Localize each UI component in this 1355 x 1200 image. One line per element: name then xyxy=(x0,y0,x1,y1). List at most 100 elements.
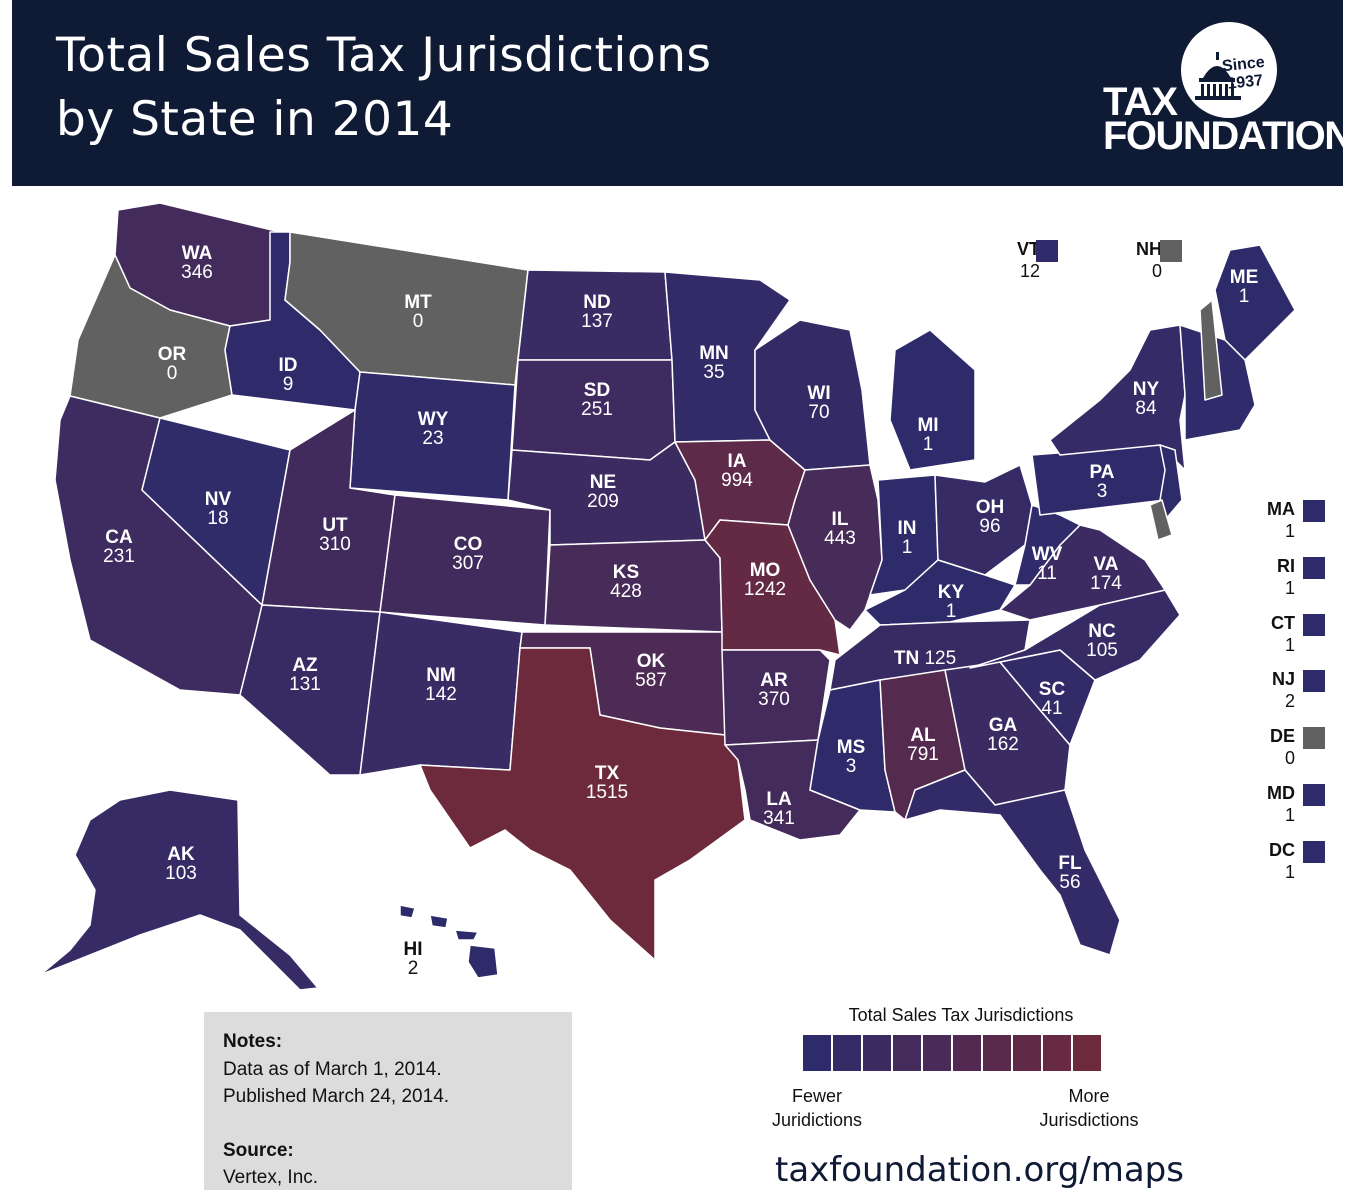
label-abbr: KS xyxy=(612,562,640,583)
legend-title: Total Sales Tax Jurisdictions xyxy=(848,1005,1074,1025)
label-abbr: OK xyxy=(636,651,666,672)
legend-more-line-2: Jurisdictions xyxy=(1039,1110,1139,1130)
label-value: 428 xyxy=(610,581,642,602)
label-ak: AK 103 xyxy=(165,845,197,883)
small-state-swatch xyxy=(1160,240,1182,262)
label-tx: TX 1515 xyxy=(586,764,628,802)
state-wv xyxy=(1014,504,1081,586)
label-value: 251 xyxy=(581,399,613,420)
label-abbr: IA xyxy=(727,451,747,472)
small-state-abbr: DC xyxy=(1269,840,1295,860)
label-value: 994 xyxy=(721,470,753,491)
label-il: IL 443 xyxy=(824,510,856,548)
label-value: 84 xyxy=(1135,398,1157,419)
legend-fewer-label: Fewer Juridictions xyxy=(762,1084,872,1132)
label-abbr: AK xyxy=(167,844,195,865)
label-abbr: AR xyxy=(760,670,788,691)
small-state-de: DE 0 xyxy=(1235,725,1295,769)
label-nc: NC 105 xyxy=(1086,622,1118,660)
small-state-swatch xyxy=(1303,557,1325,579)
label-value: 3 xyxy=(845,756,857,777)
notes-line-2: Published March 24, 2014. xyxy=(223,1086,450,1107)
label-value: 125 xyxy=(919,648,957,669)
map-title: Total Sales Tax Jurisdictions by State i… xyxy=(56,24,712,152)
label-va: VA 174 xyxy=(1090,555,1122,593)
label-abbr: OR xyxy=(157,344,187,365)
label-value: 105 xyxy=(1086,640,1118,661)
legend-more-label: More Jurisdictions xyxy=(1025,1084,1153,1132)
label-value: 1 xyxy=(945,601,957,622)
small-state-abbr: DE xyxy=(1269,726,1295,746)
state-hi2 xyxy=(429,914,449,929)
small-state-value: 1 xyxy=(1284,805,1295,825)
tax-foundation-logo: Since 1937 TAX FOUNDATION xyxy=(1063,20,1353,170)
label-value: 56 xyxy=(1059,872,1081,893)
label-value: 70 xyxy=(808,402,830,423)
label-value: 370 xyxy=(758,689,790,710)
notes-line-1: Data as of March 1, 2014. xyxy=(223,1059,442,1080)
label-value: 2 xyxy=(407,958,419,979)
label-id: ID 9 xyxy=(279,356,298,394)
label-abbr: CA xyxy=(105,527,133,548)
logo-tax: TAX xyxy=(1103,80,1178,124)
state-de xyxy=(1149,499,1173,541)
label-abbr: TN xyxy=(893,648,920,669)
label-mi: MI 1 xyxy=(917,416,938,454)
small-state-value: 12 xyxy=(1019,261,1040,281)
label-abbr: WY xyxy=(417,409,449,430)
label-abbr: MS xyxy=(836,737,866,758)
label-value: 791 xyxy=(907,744,939,765)
small-state-dc: DC 1 xyxy=(1235,839,1295,883)
label-abbr: MO xyxy=(749,560,781,581)
legend-step xyxy=(1073,1035,1103,1071)
small-state-swatch xyxy=(1036,240,1058,262)
small-state-vt: VT 12 xyxy=(980,238,1040,282)
legend-step xyxy=(893,1035,923,1071)
label-abbr: NY xyxy=(1132,379,1160,400)
label-value: 341 xyxy=(763,808,795,829)
state-fl xyxy=(904,769,1121,956)
label-abbr: TX xyxy=(594,763,620,784)
label-abbr: IL xyxy=(831,509,849,530)
label-abbr: ND xyxy=(583,292,611,313)
source-url-link[interactable]: taxfoundation.org/maps xyxy=(775,1150,1184,1190)
label-value: 96 xyxy=(979,516,1001,537)
label-abbr: SD xyxy=(583,380,611,401)
label-value: 131 xyxy=(289,674,321,695)
label-sd: SD 251 xyxy=(581,381,613,419)
legend-step xyxy=(1043,1035,1073,1071)
legend-step xyxy=(983,1035,1013,1071)
legend-step xyxy=(1013,1035,1043,1071)
label-oh: OH 96 xyxy=(976,498,1005,536)
small-state-abbr: MA xyxy=(1267,499,1295,519)
label-value: 162 xyxy=(987,734,1019,755)
logo-foundation: FOUNDATION xyxy=(1103,114,1353,158)
label-abbr: ID xyxy=(278,355,298,376)
label-abbr: FL xyxy=(1058,853,1082,874)
state-ar xyxy=(721,649,831,746)
small-state-nj: NJ 2 xyxy=(1235,668,1295,712)
label-abbr: MT xyxy=(404,292,432,313)
state-hi1 xyxy=(399,904,416,919)
label-abbr: VA xyxy=(1093,554,1119,575)
legend-fewer-line-1: Fewer xyxy=(791,1086,842,1106)
label-abbr: KY xyxy=(937,582,965,603)
label-abbr: NC xyxy=(1088,621,1116,642)
label-abbr: WA xyxy=(181,243,213,264)
small-state-abbr: CT xyxy=(1271,613,1295,633)
label-abbr: MI xyxy=(917,415,939,436)
label-mt: MT 0 xyxy=(404,293,431,331)
legend-fewer-line-2: Juridictions xyxy=(771,1110,863,1130)
label-ny: NY 84 xyxy=(1133,380,1159,418)
label-wy: WY 23 xyxy=(418,410,449,448)
small-state-swatch xyxy=(1303,614,1325,636)
label-ky: KY 1 xyxy=(938,583,964,621)
label-value: 11 xyxy=(1037,563,1057,584)
state-nh xyxy=(1199,299,1223,401)
label-mo: MO 1242 xyxy=(744,561,786,599)
label-abbr: GA xyxy=(988,715,1018,736)
label-value: 103 xyxy=(165,863,197,884)
label-value: 137 xyxy=(581,311,613,332)
label-value: 307 xyxy=(452,553,484,574)
state-wy xyxy=(349,371,516,501)
